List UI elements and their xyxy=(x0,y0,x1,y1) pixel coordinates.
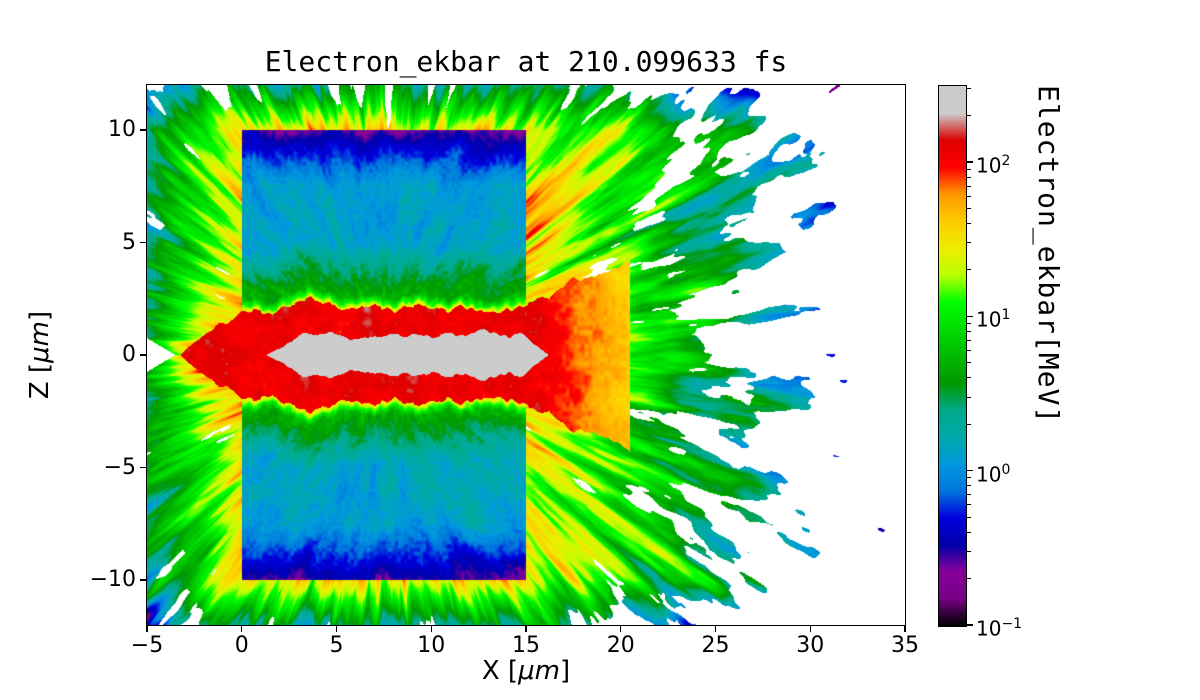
colorbar-tick-mark xyxy=(967,624,973,626)
x-tick-label: 35 xyxy=(891,633,919,658)
x-tick-mark xyxy=(430,626,432,632)
x-tick-label: −5 xyxy=(130,633,164,658)
colorbar-minor-tick-mark xyxy=(967,350,971,352)
y-tick-label: 10 xyxy=(108,117,136,142)
y-tick-mark xyxy=(140,354,146,356)
colorbar-minor-tick-mark xyxy=(967,88,971,90)
x-tick-mark xyxy=(809,626,811,632)
y-tick-mark xyxy=(140,466,146,469)
colorbar-minor-tick-mark xyxy=(967,339,971,341)
colorbar-minor-tick-mark xyxy=(967,176,971,178)
colorbar-minor-tick-mark xyxy=(967,185,971,187)
colorbar-minor-tick-mark xyxy=(967,115,971,117)
y-axis-label-pre: Z [ xyxy=(25,362,55,400)
x-tick-label: 15 xyxy=(512,633,540,658)
y-tick-mark xyxy=(140,129,146,131)
colorbar-minor-tick-mark xyxy=(967,504,971,506)
colorbar-minor-tick-mark xyxy=(967,377,971,379)
x-tick-label: 20 xyxy=(606,633,635,658)
x-axis-label-pre: X [ xyxy=(481,656,519,686)
colorbar-tick-exponent: 1 xyxy=(1001,307,1011,324)
x-tick-label: 0 xyxy=(234,633,249,658)
colorbar-minor-tick-mark xyxy=(967,223,971,225)
colorbar-minor-tick-mark xyxy=(967,477,971,479)
x-tick-label: 10 xyxy=(417,633,446,658)
x-axis-label: X [μm] xyxy=(147,656,905,686)
colorbar-minor-tick-mark xyxy=(967,396,971,398)
y-tick-label: −5 xyxy=(103,454,136,480)
y-axis-label-unit: μm xyxy=(25,321,55,363)
colorbar-minor-tick-mark xyxy=(967,516,971,518)
y-tick-mark xyxy=(140,241,146,244)
colorbar-minor-tick-mark xyxy=(967,531,971,533)
x-axis-label-unit: μm xyxy=(518,656,560,686)
colorbar-tick-exponent: 2 xyxy=(1001,153,1011,170)
x-tick-mark xyxy=(525,626,527,632)
colorbar-tick-mark xyxy=(967,470,973,472)
colorbar-tick-base: 10 xyxy=(976,462,1002,487)
colorbar-tick-base: 10 xyxy=(976,308,1002,333)
y-axis-label-post: ] xyxy=(25,310,55,322)
colorbar-tick-exponent: −1 xyxy=(1001,616,1023,632)
colorbar-minor-tick-mark xyxy=(967,550,971,552)
colorbar-minor-tick-mark xyxy=(967,208,971,210)
y-tick-label: 5 xyxy=(122,229,136,255)
x-tick-label: 25 xyxy=(701,633,730,658)
y-tick-label: 0 xyxy=(122,342,136,367)
colorbar-tick-label: 101 xyxy=(976,304,1010,331)
colorbar-tick-label: 102 xyxy=(976,150,1010,177)
colorbar-minor-tick-mark xyxy=(967,423,971,425)
y-tick-mark xyxy=(140,579,146,581)
colorbar-minor-tick-mark xyxy=(967,330,971,332)
colorbar-minor-tick-mark xyxy=(967,269,971,271)
x-tick-mark xyxy=(335,626,338,632)
x-tick-mark xyxy=(714,626,717,632)
colorbar-tick-mark xyxy=(967,315,973,318)
colorbar-minor-tick-mark xyxy=(967,195,971,197)
x-tick-mark xyxy=(241,626,243,632)
colorbar-minor-tick-mark xyxy=(967,322,971,324)
x-tick-label: 5 xyxy=(329,633,344,658)
y-axis-label: Z [μm] xyxy=(25,255,55,455)
x-axis-label-post: ] xyxy=(559,656,571,686)
x-tick-label: 30 xyxy=(796,633,825,658)
colorbar-tick-label: 100 xyxy=(976,459,1010,486)
colorbar-minor-tick-mark xyxy=(967,168,971,170)
heatmap-canvas xyxy=(147,85,905,625)
colorbar-label: Electron_ekbar[MeV] xyxy=(1032,85,1065,425)
plot-title: Electron_ekbar at 210.099633 fs xyxy=(264,45,788,78)
x-tick-mark xyxy=(904,626,906,632)
colorbar-minor-tick-mark xyxy=(967,578,971,580)
colorbar-tick-base: 10 xyxy=(976,153,1002,178)
colorbar xyxy=(938,85,967,627)
colorbar-tick-label: 10−1 xyxy=(976,613,1022,640)
colorbar-minor-tick-mark xyxy=(967,242,971,244)
y-tick-label: −10 xyxy=(89,567,136,592)
x-tick-mark xyxy=(620,626,622,632)
colorbar-minor-tick-mark xyxy=(967,485,971,487)
colorbar-tick-base: 10 xyxy=(976,616,1002,641)
colorbar-tick-mark xyxy=(967,161,973,163)
colorbar-minor-tick-mark xyxy=(967,494,971,496)
x-tick-mark xyxy=(146,626,148,632)
colorbar-tick-exponent: 0 xyxy=(1001,461,1011,478)
colorbar-minor-tick-mark xyxy=(967,362,971,364)
